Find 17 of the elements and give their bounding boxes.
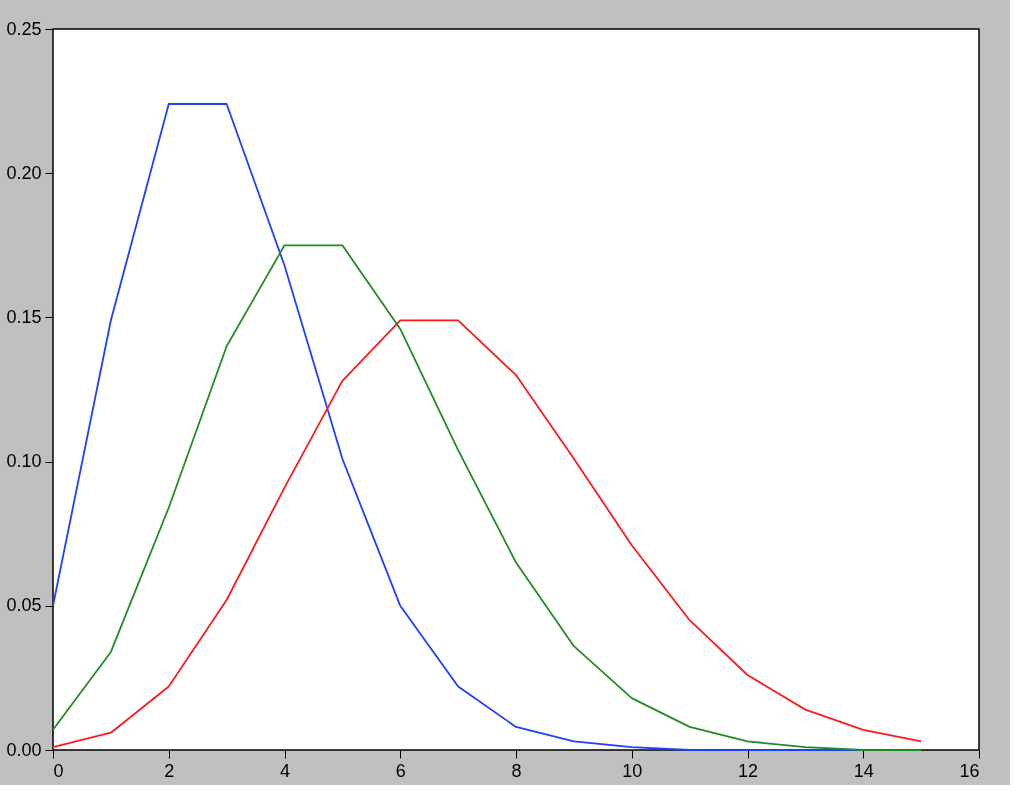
y-tick-label: 0.15 — [6, 306, 42, 327]
x-tick-label: 14 — [853, 760, 874, 781]
y-tick-label: 0.25 — [6, 18, 42, 39]
y-tick-label: 0.20 — [6, 162, 42, 183]
y-tick-label: 0.10 — [6, 451, 42, 472]
line-series — [52, 319, 923, 749]
x-tick-label: 12 — [737, 760, 759, 781]
y-tick-label: 0.00 — [6, 739, 42, 760]
x-tick-label: 6 — [395, 760, 406, 781]
y-tick-label: 0.05 — [6, 595, 42, 616]
x-tick-label: 2 — [164, 760, 175, 781]
x-tick-label: 8 — [511, 760, 522, 781]
x-tick-label: 0 — [53, 760, 64, 781]
line-series — [52, 244, 923, 751]
x-tick-label: 16 — [959, 760, 980, 781]
x-tick-label: 4 — [279, 760, 291, 781]
x-tick-label: 10 — [622, 760, 643, 781]
